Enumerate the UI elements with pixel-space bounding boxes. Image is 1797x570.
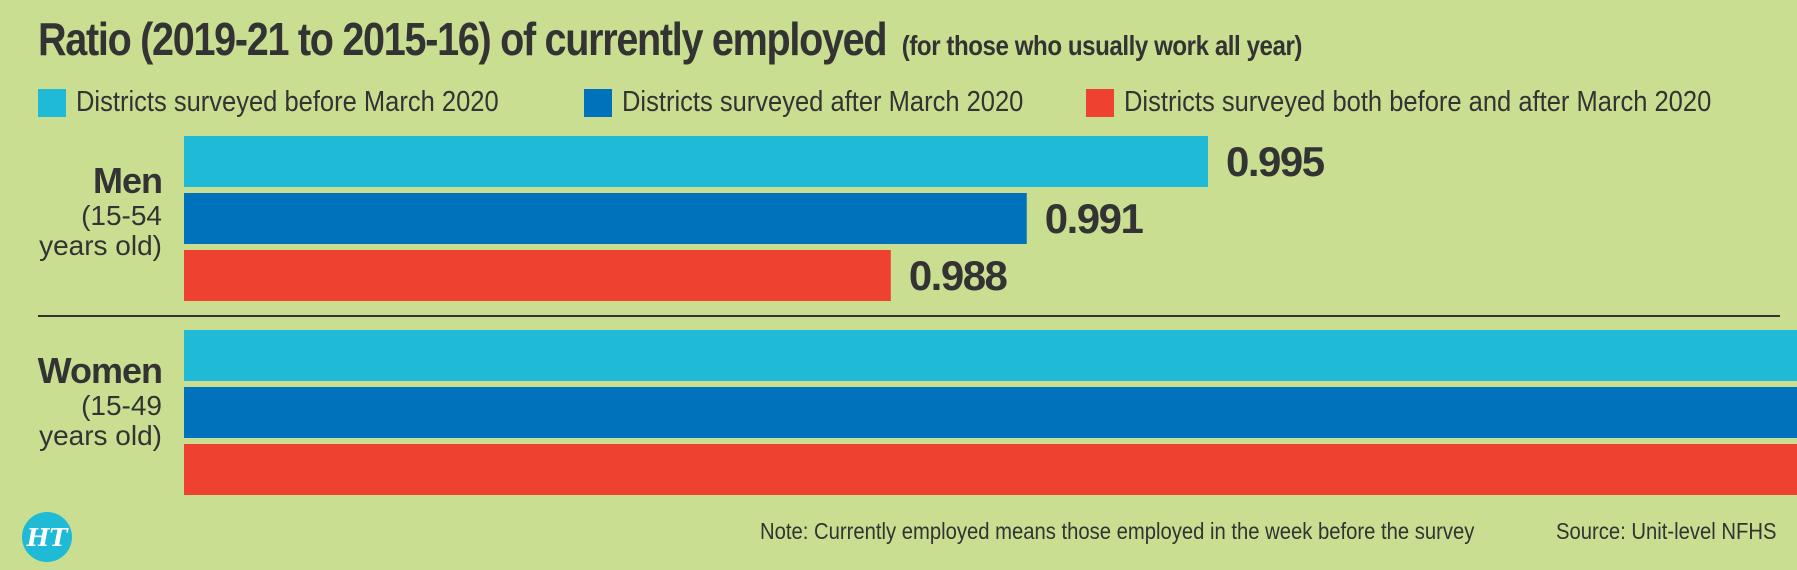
- chart-title: Ratio (2019-21 to 2015-16) of currently …: [38, 12, 1302, 66]
- bar-both-men: [184, 250, 891, 301]
- legend-item-after: Districts surveyed after March 2020: [584, 86, 1078, 119]
- footer-note: Note: Currently employed means those emp…: [760, 518, 1475, 544]
- group-sub1-women: (15-49: [81, 389, 162, 421]
- group-name-women: Women: [37, 350, 163, 391]
- bar-before-women: [184, 330, 1797, 381]
- group-sub2-men: years old): [39, 230, 162, 262]
- footer-source: Source: Unit-level NFHS: [1556, 518, 1777, 544]
- legend-item-before: Districts surveyed before March 2020: [38, 86, 556, 119]
- title-text: Ratio (2019-21 to 2015-16) of currently …: [38, 13, 888, 65]
- legend-label-both: Districts surveyed both before and after…: [1124, 86, 1712, 118]
- chart-subtitle: (for those who usually work all year): [901, 30, 1303, 61]
- value-label-after-men: 0.991: [1045, 195, 1144, 242]
- legend-swatch-before: [38, 88, 66, 117]
- ht-logo: HT: [22, 512, 72, 562]
- bar-before-men: [184, 136, 1208, 187]
- bar-chart: 0.9951.0270.9911.0170.9881.020: [38, 136, 1797, 495]
- group-label-women: Women (15-49 years old): [37, 350, 163, 452]
- value-label-both-men: 0.988: [909, 252, 1008, 299]
- legend-label-after: Districts surveyed after March 2020: [622, 86, 1024, 118]
- legend-swatch-after: [584, 88, 612, 117]
- bar-both-women: [184, 444, 1797, 495]
- bar-after-men: [184, 193, 1027, 244]
- value-label-before-men: 0.995: [1226, 138, 1325, 185]
- legend-swatch-both: [1086, 88, 1114, 117]
- legend-item-both: Districts surveyed both before and after…: [1086, 86, 1791, 119]
- group-name-men: Men: [93, 160, 163, 201]
- group-label-men: Men (15-54 years old): [39, 160, 163, 262]
- legend-label-before: Districts surveyed before March 2020: [76, 86, 499, 118]
- group-sub2-women: years old): [39, 420, 162, 452]
- group-sub1-men: (15-54: [81, 199, 162, 231]
- bar-after-women: [184, 387, 1797, 438]
